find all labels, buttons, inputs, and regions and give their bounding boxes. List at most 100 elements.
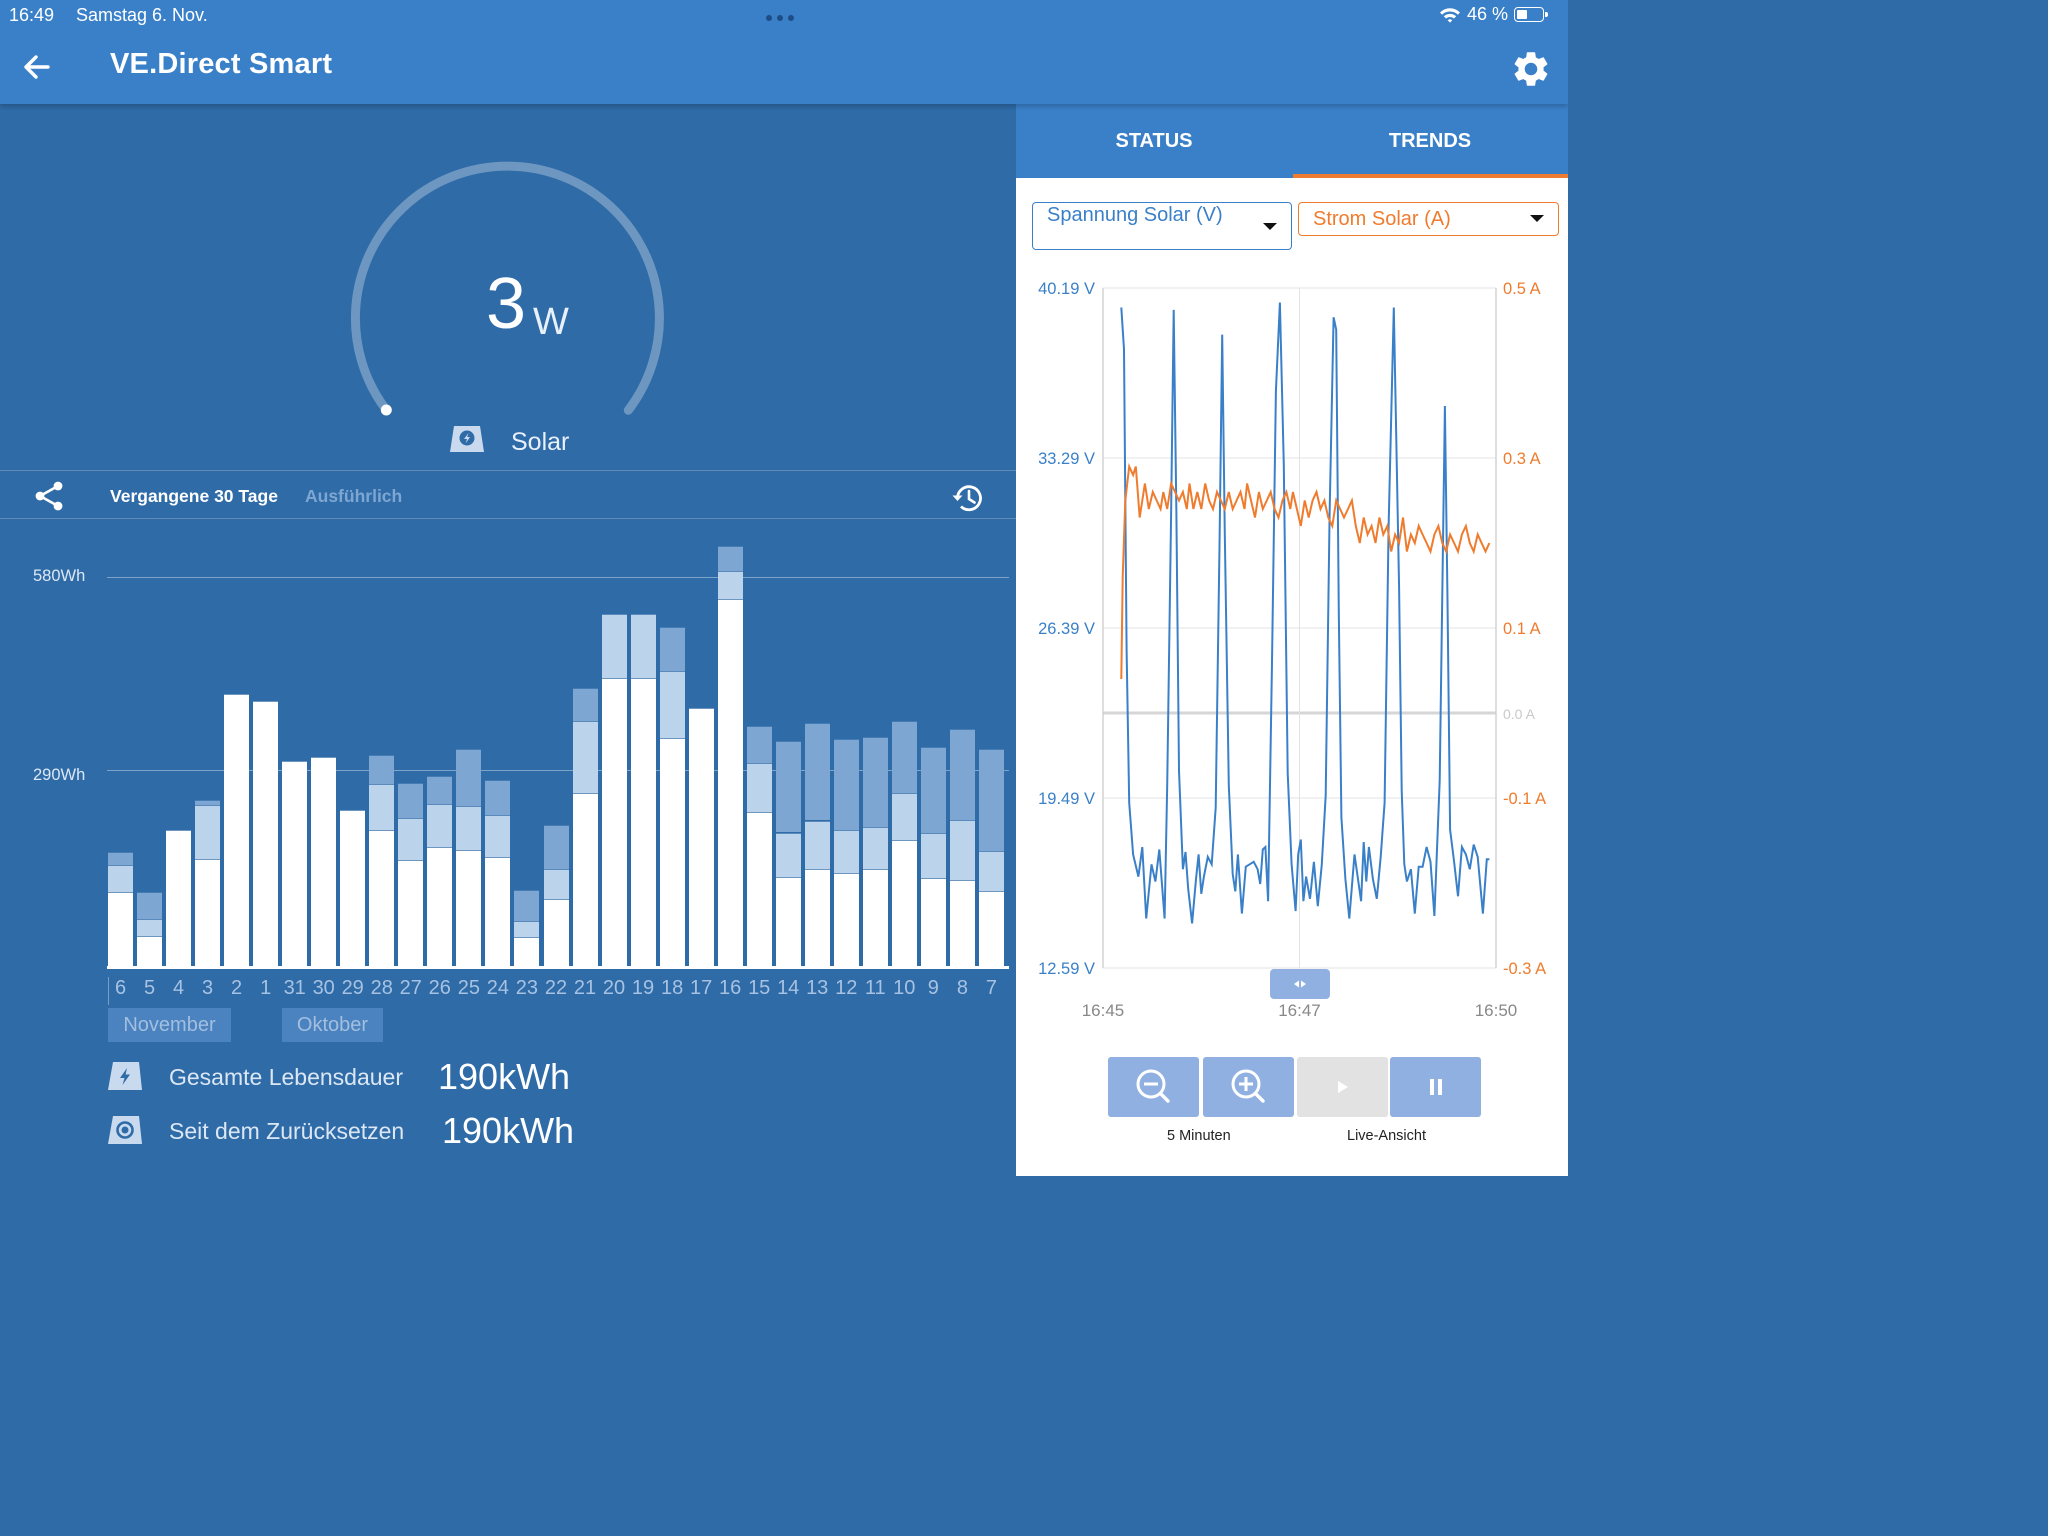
bar-segment[interactable] [630,677,656,966]
bar-segment[interactable] [833,873,859,966]
bar-segment[interactable] [166,829,192,966]
bar-segment[interactable] [920,747,946,834]
bar-segment[interactable] [311,756,337,966]
bar-segment[interactable] [340,810,366,966]
tab-detailed[interactable]: Ausführlich [305,486,403,506]
bar-segment[interactable] [775,740,801,833]
bar-segment[interactable] [630,613,656,678]
x-tick-label[interactable]: 18 [660,977,684,999]
bar-segment[interactable] [746,725,772,763]
bar-segment[interactable] [514,937,540,966]
x-tick-label[interactable]: 23 [515,977,539,999]
bar-segment[interactable] [195,805,221,859]
bar-segment[interactable] [253,701,279,966]
bar-segment[interactable] [804,820,830,869]
play-icon[interactable] [1297,1057,1388,1117]
bar-segment[interactable] [949,729,975,820]
x-tick-label[interactable]: 3 [202,977,214,999]
x-tick-label[interactable]: 25 [457,977,481,999]
back-button[interactable] [18,48,56,86]
bar-segment[interactable] [369,829,395,966]
bar-segment[interactable] [717,599,743,966]
bar-segment[interactable] [920,878,946,966]
bar-segment[interactable] [195,858,221,966]
x-tick-label[interactable]: 29 [341,977,364,999]
bar-segment[interactable] [137,935,162,966]
zoom-out-icon[interactable] [1108,1057,1199,1117]
x-tick-label[interactable]: 27 [399,977,422,999]
gear-icon[interactable] [1510,48,1552,90]
bar-segment[interactable] [514,921,540,938]
bar-segment[interactable] [746,762,772,812]
x-tick-label[interactable]: 30 [312,977,335,999]
bar-segment[interactable] [833,739,859,830]
x-tick-label[interactable]: 19 [631,977,655,999]
bar-segment[interactable] [920,833,946,879]
bar-segment[interactable] [543,898,569,966]
bar-segment[interactable] [543,825,569,869]
x-tick-label[interactable]: 12 [835,977,858,999]
bar-segment[interactable] [862,736,888,828]
bar-segment[interactable] [485,856,511,966]
bar-segment[interactable] [601,677,627,966]
bar-segment[interactable] [543,868,569,899]
x-tick-label[interactable]: 5 [143,977,156,999]
x-tick-label[interactable]: 10 [893,977,916,999]
tab-past-30-days[interactable]: Vergangene 30 Tage [110,486,278,506]
bar-segment[interactable] [659,670,685,738]
bar-segment[interactable] [572,721,598,793]
voltage-selector[interactable]: Spannung Solar (V) [1032,202,1292,250]
bar-segment[interactable] [108,892,133,966]
bar-segment[interactable] [427,775,453,805]
bar-segment[interactable] [659,627,685,671]
bar-segment[interactable] [891,720,917,793]
x-tick-label[interactable]: 8 [956,977,968,999]
bar-segment[interactable] [746,811,772,966]
x-tick-label[interactable]: 16 [718,977,742,999]
bar-segment[interactable] [514,889,540,921]
bar-segment[interactable] [891,839,917,966]
multitasking-dots-icon[interactable] [766,15,794,21]
x-tick-label[interactable]: 1 [260,977,272,999]
bar-segment[interactable] [398,860,424,966]
bar-segment[interactable] [369,755,395,785]
bar-segment[interactable] [862,868,888,967]
x-tick-label[interactable]: 17 [689,977,713,999]
bar-segment[interactable] [572,793,598,966]
bar-segment[interactable] [804,868,830,967]
bar-segment[interactable] [978,890,1004,966]
bar-segment[interactable] [456,749,482,807]
x-tick-label[interactable]: 13 [806,977,829,999]
x-tick-label[interactable]: 14 [777,977,800,999]
x-tick-label[interactable]: 11 [864,977,886,999]
bar-segment[interactable] [978,850,1004,891]
x-tick-label[interactable]: 31 [283,977,306,999]
bar-segment[interactable] [137,892,162,919]
tab-trends[interactable]: TRENDS [1388,130,1472,152]
bar-segment[interactable] [572,687,598,722]
x-tick-label[interactable]: 7 [985,977,997,999]
x-tick-label[interactable]: 15 [748,977,771,999]
bar-segment[interactable] [862,827,888,869]
timeline-scrub-handle[interactable] [1270,969,1330,999]
x-tick-label[interactable]: 21 [573,977,597,999]
bar-segment[interactable] [688,707,714,966]
bar-segment[interactable] [427,846,453,966]
bar-segment[interactable] [833,829,859,874]
tab-status[interactable]: STATUS [1115,130,1193,152]
x-tick-label[interactable]: 22 [544,977,568,999]
bar-segment[interactable] [775,832,801,877]
pause-icon[interactable] [1390,1057,1481,1117]
bar-segment[interactable] [398,818,424,860]
bar-segment[interactable] [891,793,917,840]
bar-segment[interactable] [485,815,511,857]
x-tick-label[interactable]: 20 [602,977,626,999]
bar-segment[interactable] [949,819,975,881]
bar-segment[interactable] [978,748,1004,851]
zoom-in-icon[interactable] [1203,1057,1294,1117]
bar-segment[interactable] [224,694,250,966]
bar-segment[interactable] [775,876,801,966]
x-tick-label[interactable]: 24 [486,977,510,999]
bar-segment[interactable] [427,804,453,847]
x-tick-label[interactable]: 6 [114,977,127,999]
